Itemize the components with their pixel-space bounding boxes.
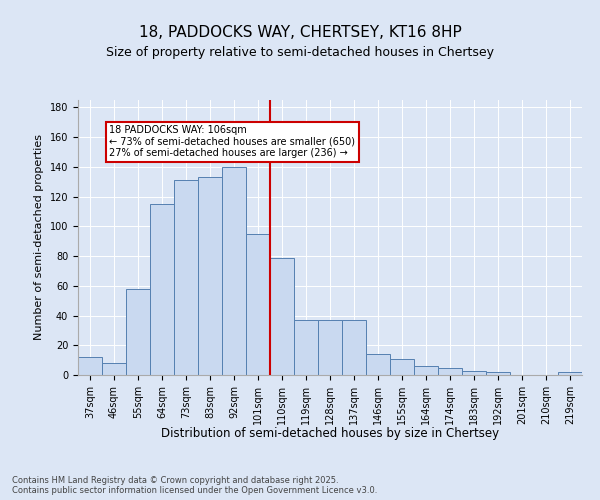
Bar: [318, 320, 342, 375]
Bar: [558, 372, 582, 375]
Bar: [150, 204, 174, 375]
Bar: [486, 372, 510, 375]
Bar: [462, 370, 486, 375]
Bar: [342, 320, 366, 375]
Bar: [174, 180, 198, 375]
Bar: [414, 366, 438, 375]
Text: Contains HM Land Registry data © Crown copyright and database right 2025.
Contai: Contains HM Land Registry data © Crown c…: [12, 476, 377, 495]
Bar: [126, 289, 150, 375]
Bar: [438, 368, 462, 375]
Y-axis label: Number of semi-detached properties: Number of semi-detached properties: [34, 134, 44, 340]
Text: Size of property relative to semi-detached houses in Chertsey: Size of property relative to semi-detach…: [106, 46, 494, 59]
Bar: [390, 358, 414, 375]
Bar: [246, 234, 270, 375]
Bar: [222, 167, 246, 375]
Bar: [270, 258, 294, 375]
Bar: [198, 178, 222, 375]
Bar: [294, 320, 318, 375]
Bar: [78, 357, 102, 375]
Bar: [102, 363, 126, 375]
Bar: [366, 354, 390, 375]
Text: 18 PADDOCKS WAY: 106sqm
← 73% of semi-detached houses are smaller (650)
27% of s: 18 PADDOCKS WAY: 106sqm ← 73% of semi-de…: [109, 126, 355, 158]
Text: 18, PADDOCKS WAY, CHERTSEY, KT16 8HP: 18, PADDOCKS WAY, CHERTSEY, KT16 8HP: [139, 25, 461, 40]
X-axis label: Distribution of semi-detached houses by size in Chertsey: Distribution of semi-detached houses by …: [161, 427, 499, 440]
